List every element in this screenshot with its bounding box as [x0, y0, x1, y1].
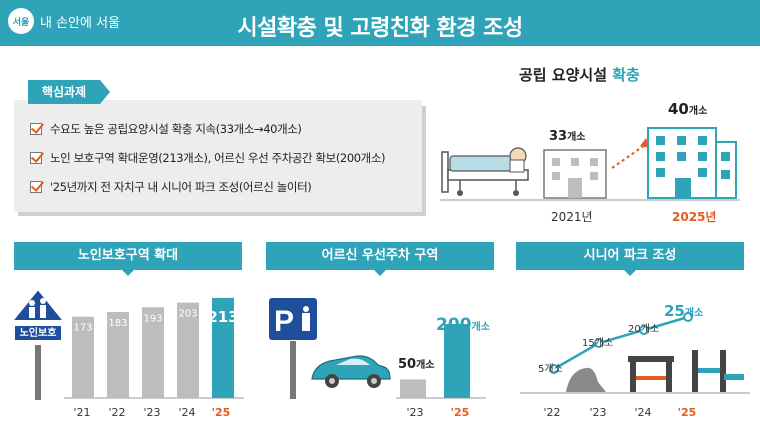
senior-park-value-2023: 15개소	[582, 334, 613, 349]
senior-park-year-label: '23	[589, 406, 607, 419]
protection-chart-value-label: 173	[73, 323, 92, 334]
senior-park-chart-line	[553, 315, 689, 371]
checkbox-checked-icon	[30, 123, 42, 135]
senior-park-chart-point	[594, 338, 604, 348]
senior-park-value-2022: 5개소	[538, 360, 563, 375]
svg-text:P: P	[274, 305, 294, 338]
senior-park-year-label: '24	[634, 406, 652, 419]
key-task-text: 노인 보호구역 확대운영(213개소), 어르신 우선 주차공간 확보(200개…	[50, 151, 386, 165]
protection-chart-value-label: 193	[143, 313, 162, 324]
checkbox-checked-icon	[30, 152, 42, 164]
page-title: 시설확충 및 고령친화 환경 조성	[237, 16, 523, 41]
nursing-illustration	[440, 127, 740, 201]
key-task-item: '25년까지 전 자치구 내 시니어 파크 조성(어르신 놀이터)	[30, 179, 312, 195]
tab-protection-zone[interactable]: 노인보호구역 확대	[14, 242, 242, 276]
senior-park-value-2025-unit: 개소	[684, 308, 704, 319]
parking-value-2023-num: 50	[398, 357, 417, 372]
seoul-logo-badge-icon: 서울	[8, 8, 34, 34]
nursing-before-year: 2021년	[551, 210, 593, 224]
key-task-item: 노인 보호구역 확대운영(213개소), 어르신 우선 주차공간 확보(200개…	[30, 150, 386, 166]
protection-chart-bar	[177, 302, 199, 398]
senior-park-value-2024-unit: 개소	[640, 324, 660, 335]
parking-chart	[396, 324, 486, 399]
senior-park-value-2024-num: 20	[628, 324, 641, 335]
protection-year-label: '24	[178, 406, 196, 419]
parking-value-2023: 50개소	[398, 356, 435, 372]
key-task-label: 핵심과제	[28, 80, 110, 104]
parking-value-2025: 200개소	[436, 315, 490, 335]
playground-equipment-icon	[628, 350, 744, 392]
protection-chart-value-label: 213	[207, 308, 238, 326]
protection-year-label: '25	[211, 406, 231, 419]
nursing-before-unit: 개소	[567, 132, 586, 143]
protection-chart-value-label: 203	[178, 309, 197, 320]
parking-sign-icon: P	[267, 296, 319, 399]
senior-park-value-2023-unit: 개소	[594, 338, 614, 349]
nursing-before-count: 33개소	[549, 128, 586, 144]
checkbox-checked-icon	[30, 181, 42, 193]
senior-park-value-2023-num: 15	[582, 338, 595, 349]
tab-priority-parking[interactable]: 어르신 우선주차 구역	[266, 242, 494, 276]
protection-chart-value-label: 183	[108, 318, 127, 329]
nursing-title-highlight: 확충	[612, 66, 640, 84]
parking-value-2025-num: 200	[436, 315, 472, 335]
senior-park-chart-point	[549, 364, 559, 374]
playground-slide-icon	[566, 367, 606, 392]
header-bar: 서울 내 손안에 서울 시설확충 및 고령친화 환경 조성	[0, 0, 760, 46]
senior-park-chart-point	[639, 325, 649, 335]
protection-chart-bar	[72, 316, 94, 398]
nursing-after-unit: 개소	[688, 106, 708, 117]
hospital-bed-icon	[441, 147, 529, 196]
protection-year-label: '22	[108, 406, 126, 419]
protection-chart-bar	[107, 311, 129, 398]
key-task-panel	[14, 100, 422, 212]
senior-park-value-2022-num: 5	[538, 364, 545, 375]
senior-park-chart	[520, 312, 750, 394]
key-task-text: '25년까지 전 자치구 내 시니어 파크 조성(어르신 놀이터)	[50, 180, 312, 194]
nursing-after-count: 40개소	[668, 100, 707, 118]
key-task-text: 수요도 높은 공립요양시설 확충 지속(33개소→40개소)	[50, 122, 302, 136]
protection-chart-bar	[212, 297, 234, 398]
parking-year-label: '25	[450, 406, 470, 419]
tab-senior-park[interactable]: 시니어 파크 조성	[516, 242, 744, 276]
nursing-after-num: 40	[668, 100, 689, 118]
logo-text: 내 손안에 서울	[40, 15, 121, 31]
parking-chart-bar	[444, 324, 470, 398]
protection-chart-bar	[142, 307, 164, 398]
building-2021-icon	[543, 149, 607, 199]
seoul-logo[interactable]: 서울 내 손안에 서울	[8, 8, 120, 34]
parking-illustration: P	[267, 296, 391, 399]
growth-arrow	[611, 144, 646, 169]
parking-chart-bar	[400, 379, 426, 398]
senior-park-value-2024: 20개소	[628, 320, 659, 335]
senior-park-value-2025-num: 25	[664, 302, 685, 320]
key-task-item: 수요도 높은 공립요양시설 확충 지속(33개소→40개소)	[30, 121, 302, 137]
senior-park-value-2025: 25개소	[664, 302, 703, 320]
senior-park-chart-point	[683, 312, 693, 322]
senior-park-year-label: '25	[677, 406, 697, 419]
protection-year-label: '21	[73, 406, 91, 419]
senior-park-year-label: '22	[543, 406, 561, 419]
nursing-after-year: 2025년	[672, 210, 717, 224]
nursing-before-num: 33	[549, 129, 568, 144]
protection-zone-chart: 173 183 193 203 213	[64, 297, 244, 399]
parking-value-2023-unit: 개소	[416, 360, 435, 371]
nursing-title: 공립 요양시설 확충	[519, 64, 640, 85]
senior-park-value-2022-unit: 개소	[544, 364, 563, 375]
nursing-title-main: 공립 요양시설	[519, 66, 613, 84]
car-icon	[311, 355, 391, 388]
protection-year-label: '23	[143, 406, 161, 419]
parking-value-2025-unit: 개소	[471, 322, 490, 333]
parking-year-label: '23	[406, 406, 424, 419]
building-2025-icon	[647, 127, 737, 199]
protection-zone-sign-label: 노인보호	[14, 325, 62, 341]
protection-zone-sign-icon	[10, 287, 67, 400]
